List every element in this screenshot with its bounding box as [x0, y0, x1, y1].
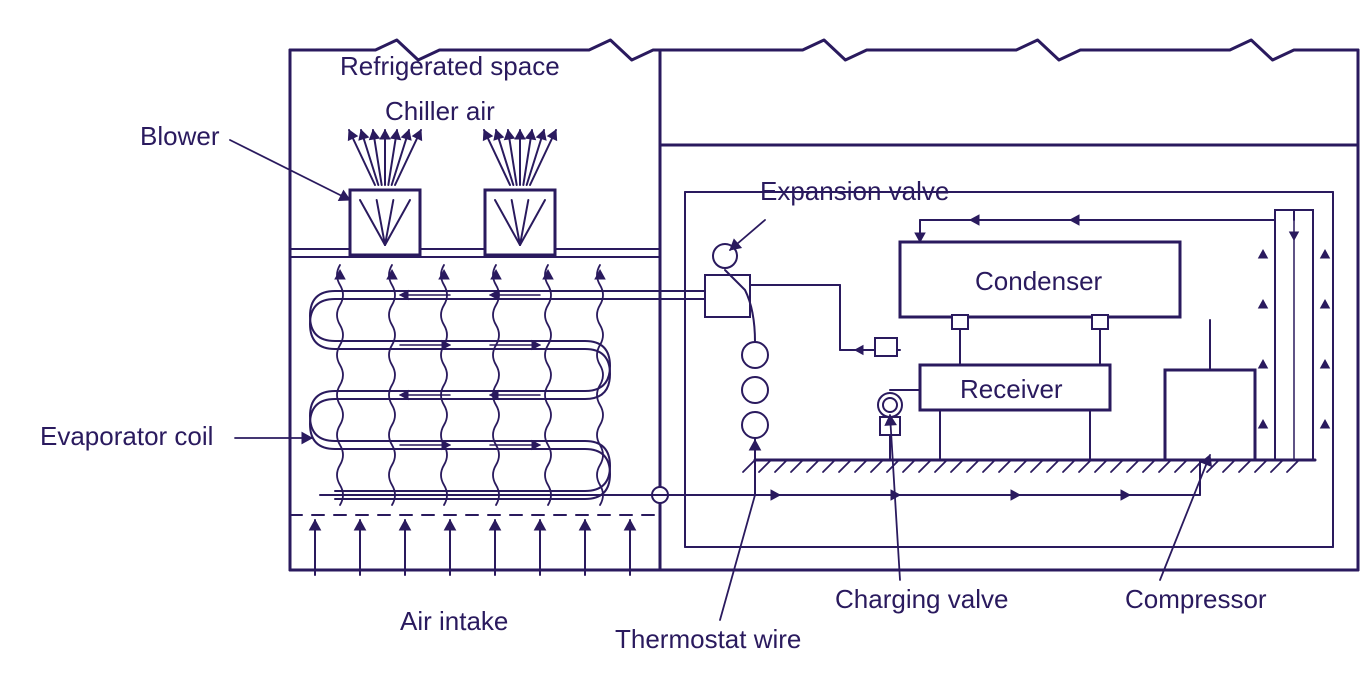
- label-thermostat-wire: Thermostat wire: [615, 624, 801, 654]
- label-condenser: Condenser: [975, 266, 1103, 296]
- label-evaporator-coil: Evaporator coil: [40, 421, 213, 451]
- expansion-valve-body: [705, 275, 750, 317]
- evaporator-coil: [310, 291, 670, 491]
- label-receiver: Receiver: [960, 374, 1063, 404]
- label-refrigerated-space: Refrigerated space: [340, 51, 560, 81]
- compressor-box: [1165, 370, 1255, 460]
- label-expansion-valve: Expansion valve: [760, 176, 949, 206]
- refrigeration-diagram: Refrigerated space Chiller air Blower Expan…: [20, 20, 1369, 662]
- label-chiller-air: Chiller air: [385, 96, 495, 126]
- label-air-intake: Air intake: [400, 606, 508, 636]
- label-compressor: Compressor: [1125, 584, 1267, 614]
- label-blower: Blower: [140, 121, 220, 151]
- label-charging-valve: Charging valve: [835, 584, 1008, 614]
